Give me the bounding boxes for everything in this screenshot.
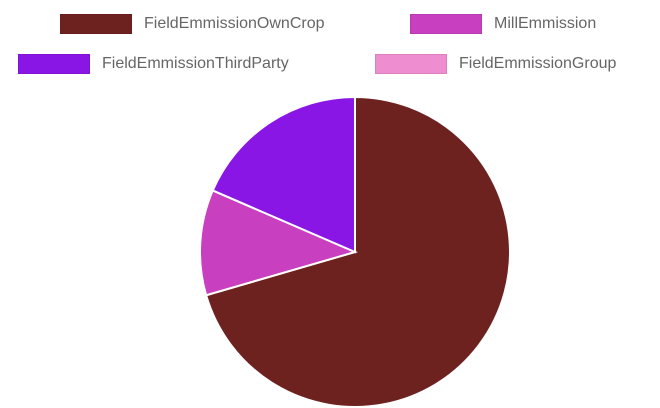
chart-legend: FieldEmmissionOwnCrop MillEmmission Fiel… (0, 0, 660, 90)
legend-label: FieldEmmissionOwnCrop (144, 15, 325, 32)
legend-item-mill[interactable]: MillEmmission (410, 12, 596, 36)
legend-item-field-own-crop[interactable]: FieldEmmissionOwnCrop (60, 12, 325, 36)
legend-swatch (375, 54, 447, 74)
legend-label: MillEmmission (494, 15, 597, 32)
legend-item-field-third-party[interactable]: FieldEmmissionThirdParty (18, 52, 289, 76)
legend-label: FieldEmmissionGroup (459, 55, 617, 72)
pie-slice-field-emmission-own-crop[interactable] (204, 95, 511, 408)
legend-swatch (60, 14, 132, 34)
pie-slice-field-emmission-third-party[interactable] (211, 95, 356, 254)
legend-label: FieldEmmissionThirdParty (102, 55, 289, 72)
pie-slices (199, 95, 511, 408)
pie-slice-mill-emmission[interactable] (199, 189, 358, 297)
legend-item-field-group[interactable]: FieldEmmissionGroup (375, 52, 616, 76)
legend-swatch (18, 54, 90, 74)
legend-swatch (410, 14, 482, 34)
